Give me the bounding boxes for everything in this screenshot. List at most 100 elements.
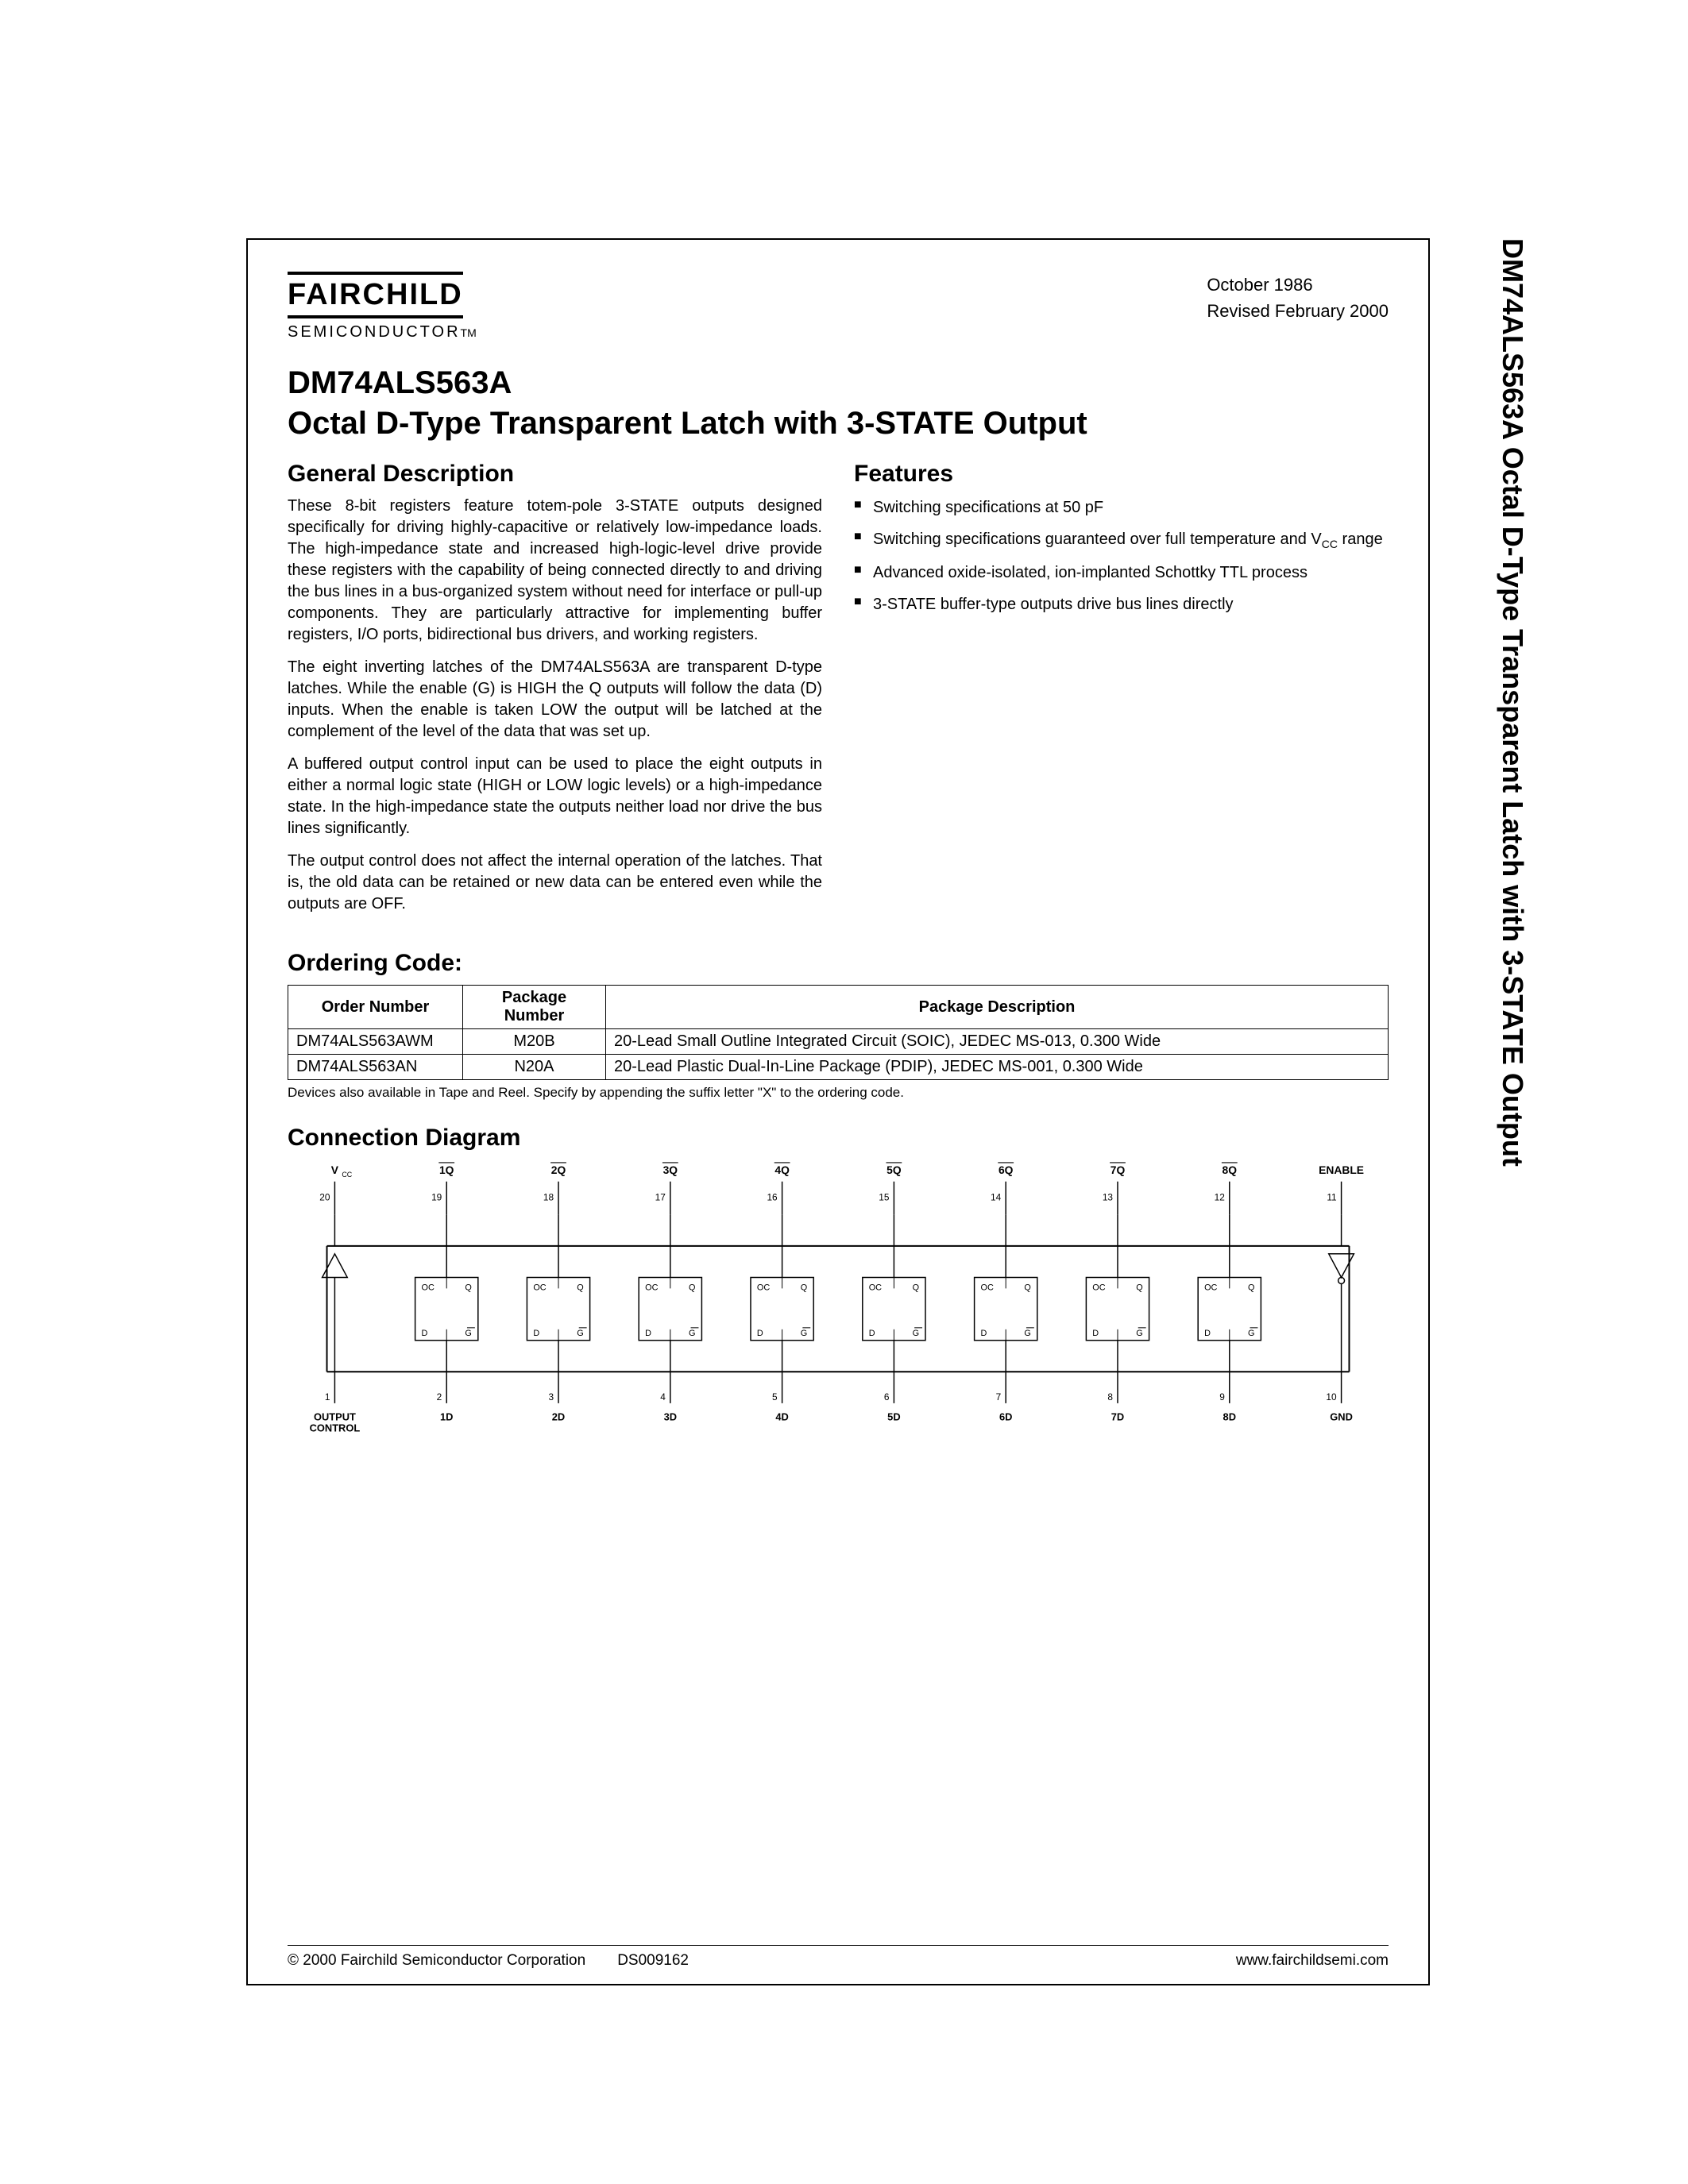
feature-item: Switching specifications guaranteed over…: [854, 527, 1389, 553]
ordering-cell: M20B: [463, 1029, 606, 1055]
ordering-head: Ordering Code:: [288, 950, 1389, 977]
date-revised: Revised February 2000: [1207, 298, 1389, 324]
svg-text:CONTROL: CONTROL: [310, 1422, 361, 1434]
svg-text:5Q: 5Q: [886, 1163, 902, 1176]
gendesc-p3: A buffered output control input can be u…: [288, 754, 822, 839]
svg-text:13: 13: [1103, 1191, 1114, 1202]
ordering-col: Order Number: [288, 986, 463, 1029]
svg-text:7Q: 7Q: [1111, 1163, 1126, 1176]
gendesc-p4: The output control does not affect the i…: [288, 851, 822, 915]
feature-item: Advanced oxide-isolated, ion-implanted S…: [854, 561, 1389, 585]
svg-text:D: D: [981, 1329, 987, 1338]
svg-text:8: 8: [1107, 1391, 1113, 1403]
footer: © 2000 Fairchild Semiconductor Corporati…: [288, 1945, 1389, 1970]
svg-text:1: 1: [325, 1391, 330, 1403]
logo-sub-text: SEMICONDUCTOR: [288, 323, 461, 341]
ordering-cell: 20-Lead Small Outline Integrated Circuit…: [606, 1029, 1389, 1055]
svg-text:5: 5: [772, 1391, 778, 1403]
svg-text:Q: Q: [1024, 1283, 1030, 1292]
svg-text:4: 4: [660, 1391, 666, 1403]
svg-text:19: 19: [431, 1191, 442, 1202]
svg-text:V: V: [331, 1163, 339, 1176]
svg-text:3Q: 3Q: [663, 1163, 678, 1176]
svg-text:OC: OC: [422, 1283, 435, 1292]
gendesc-p1: These 8-bit registers feature totem-pole…: [288, 496, 822, 646]
svg-text:Q: Q: [1248, 1283, 1254, 1292]
svg-text:G: G: [1136, 1329, 1142, 1338]
svg-text:7D: 7D: [1111, 1411, 1124, 1423]
part-number: DM74ALS563A: [288, 365, 1389, 401]
svg-text:D: D: [869, 1329, 875, 1338]
svg-text:OC: OC: [1204, 1283, 1217, 1292]
footer-doc: DS009162: [617, 1952, 689, 1970]
ordering-cell: DM74ALS563AWM: [288, 1029, 463, 1055]
ordering-row: DM74ALS563ANN20A20-Lead Plastic Dual-In-…: [288, 1055, 1389, 1080]
svg-text:G: G: [689, 1329, 695, 1338]
svg-text:6Q: 6Q: [999, 1163, 1014, 1176]
logo-tm: TM: [461, 326, 477, 339]
svg-text:14: 14: [991, 1191, 1002, 1202]
svg-text:D: D: [533, 1329, 539, 1338]
feature-item: 3-STATE buffer-type outputs drive bus li…: [854, 592, 1389, 616]
ordering-row: DM74ALS563AWMM20B20-Lead Small Outline I…: [288, 1029, 1389, 1055]
svg-text:GND: GND: [1330, 1411, 1353, 1423]
svg-text:CC: CC: [342, 1171, 352, 1179]
svg-text:Q: Q: [577, 1283, 583, 1292]
feature-item: Switching specifications at 50 pF: [854, 496, 1389, 519]
date-original: October 1986: [1207, 272, 1389, 298]
connection-diagram: VCC201Q192Q183Q174Q165Q156Q147Q138Q12ENA…: [288, 1160, 1389, 1462]
svg-text:12: 12: [1215, 1191, 1225, 1202]
svg-text:5D: 5D: [887, 1411, 900, 1423]
svg-text:2: 2: [437, 1391, 442, 1403]
svg-text:D: D: [1092, 1329, 1099, 1338]
gendesc-head: General Description: [288, 461, 822, 488]
ordering-cell: 20-Lead Plastic Dual-In-Line Package (PD…: [606, 1055, 1389, 1080]
svg-text:Q: Q: [913, 1283, 919, 1292]
svg-text:Q: Q: [1136, 1283, 1142, 1292]
ordering-col: Package Number: [463, 986, 606, 1029]
svg-text:Q: Q: [689, 1283, 695, 1292]
ordering-note: Devices also available in Tape and Reel.…: [288, 1085, 1389, 1101]
svg-text:D: D: [422, 1329, 428, 1338]
header: FAIRCHILD SEMICONDUCTORTM October 1986 R…: [288, 272, 1389, 341]
svg-text:8Q: 8Q: [1223, 1163, 1238, 1176]
svg-text:G: G: [465, 1329, 471, 1338]
svg-text:20: 20: [319, 1191, 330, 1202]
gendesc-p2: The eight inverting latches of the DM74A…: [288, 657, 822, 743]
svg-text:11: 11: [1327, 1191, 1337, 1202]
logo: FAIRCHILD SEMICONDUCTORTM: [288, 272, 477, 341]
svg-text:6: 6: [884, 1391, 890, 1403]
svg-text:17: 17: [655, 1191, 666, 1202]
svg-text:D: D: [757, 1329, 763, 1338]
svg-text:ENABLE: ENABLE: [1319, 1163, 1364, 1176]
svg-text:6D: 6D: [999, 1411, 1012, 1423]
logo-sub: SEMICONDUCTORTM: [288, 323, 477, 341]
svg-text:4Q: 4Q: [774, 1163, 790, 1176]
features-list: Switching specifications at 50 pF Switchi…: [854, 496, 1389, 616]
ordering-cell: N20A: [463, 1055, 606, 1080]
svg-text:3D: 3D: [664, 1411, 677, 1423]
features-head: Features: [854, 461, 1389, 488]
svg-text:7: 7: [996, 1391, 1002, 1403]
svg-text:2D: 2D: [552, 1411, 565, 1423]
svg-text:18: 18: [543, 1191, 554, 1202]
page-title: Octal D-Type Transparent Latch with 3-ST…: [288, 406, 1389, 442]
svg-text:15: 15: [879, 1191, 890, 1202]
svg-text:D: D: [645, 1329, 651, 1338]
svg-text:OC: OC: [869, 1283, 882, 1292]
svg-text:G: G: [1024, 1329, 1030, 1338]
svg-text:Q: Q: [801, 1283, 807, 1292]
svg-text:G: G: [801, 1329, 807, 1338]
footer-url: www.fairchildsemi.com: [1236, 1952, 1389, 1970]
dates: October 1986 Revised February 2000: [1207, 272, 1389, 324]
svg-text:9: 9: [1219, 1391, 1225, 1403]
svg-text:G: G: [1248, 1329, 1254, 1338]
svg-text:G: G: [577, 1329, 583, 1338]
svg-text:4D: 4D: [775, 1411, 788, 1423]
ordering-cell: DM74ALS563AN: [288, 1055, 463, 1080]
svg-text:10: 10: [1326, 1391, 1337, 1403]
svg-text:Q: Q: [465, 1283, 471, 1292]
svg-text:OC: OC: [981, 1283, 994, 1292]
svg-text:OUTPUT: OUTPUT: [314, 1411, 356, 1423]
svg-text:OC: OC: [533, 1283, 546, 1292]
